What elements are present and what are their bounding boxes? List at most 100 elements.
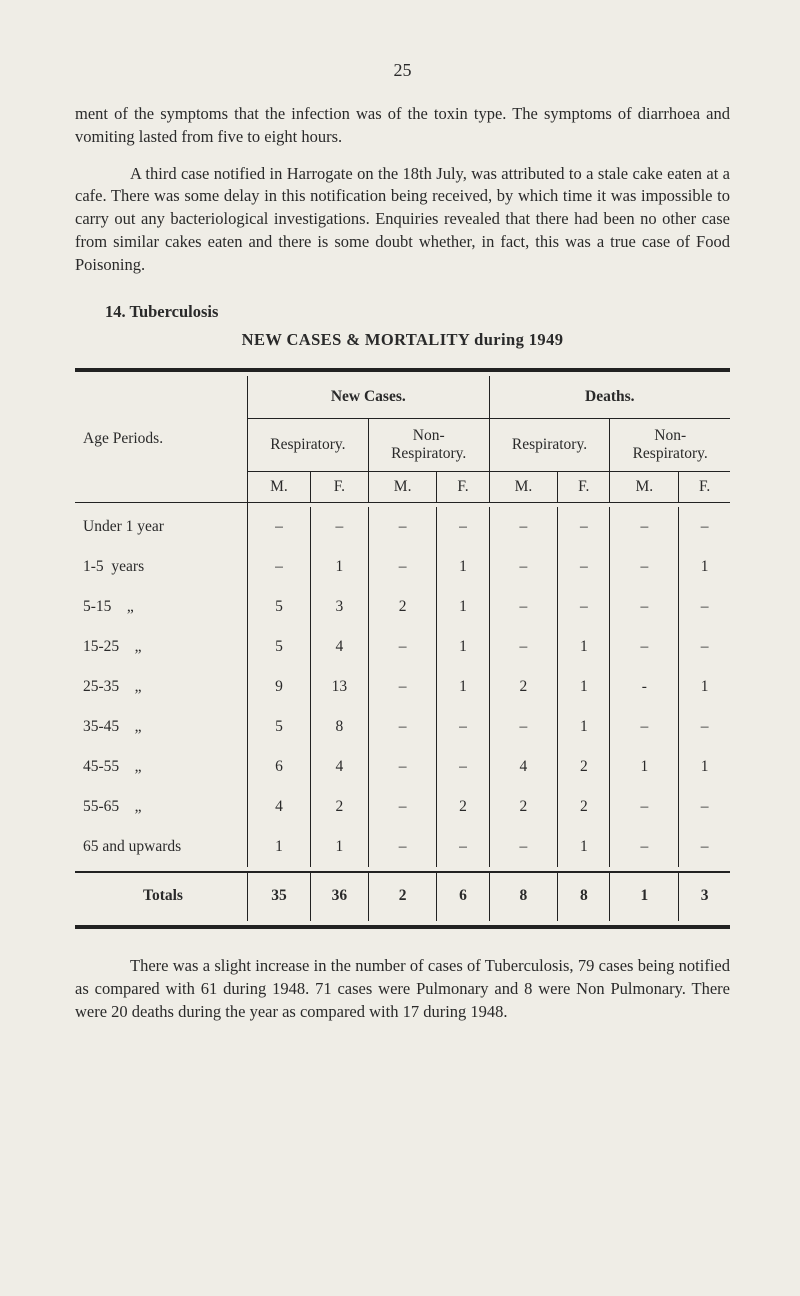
group-head-new-cases: New Cases. — [248, 376, 490, 419]
data-cell: 2 — [558, 787, 610, 827]
totals-cell: 35 — [248, 872, 311, 921]
table-title: NEW CASES & MORTALITY during 1949 — [75, 330, 730, 350]
data-cell: – — [489, 707, 558, 747]
data-cell: 1 — [437, 547, 489, 587]
data-cell: – — [437, 827, 489, 867]
data-cell: – — [558, 547, 610, 587]
data-cell: 2 — [558, 747, 610, 787]
data-cell: 5 — [248, 707, 311, 747]
data-cell: – — [610, 547, 679, 587]
data-cell: – — [248, 547, 311, 587]
table-row: 45-55 „64––4211 — [75, 747, 730, 787]
totals-cell: 36 — [310, 872, 368, 921]
data-cell: – — [368, 507, 437, 547]
data-cell: – — [437, 707, 489, 747]
data-cell: 2 — [368, 587, 437, 627]
data-cell: – — [610, 507, 679, 547]
data-cell: 1 — [437, 587, 489, 627]
data-cell: – — [679, 707, 730, 747]
data-cell: – — [679, 507, 730, 547]
totals-row: Totals 35 36 2 6 8 8 1 3 — [75, 872, 730, 921]
age-cell: 15-25 „ — [75, 627, 248, 667]
table-group-header-row: Age Periods. New Cases. Deaths. — [75, 376, 730, 419]
data-cell: - — [610, 667, 679, 707]
group-head-deaths: Deaths. — [489, 376, 730, 419]
data-cell: – — [248, 507, 311, 547]
age-cell: 25-35 „ — [75, 667, 248, 707]
mf-head: F. — [310, 472, 368, 503]
data-cell: – — [610, 707, 679, 747]
data-cell: – — [368, 707, 437, 747]
data-cell: 1 — [679, 747, 730, 787]
data-cell: – — [558, 507, 610, 547]
mf-head: F. — [437, 472, 489, 503]
data-cell: 9 — [248, 667, 311, 707]
data-cell: – — [368, 667, 437, 707]
data-cell: – — [489, 507, 558, 547]
mf-head: F. — [558, 472, 610, 503]
data-cell: 3 — [310, 587, 368, 627]
age-cell: 65 and upwards — [75, 827, 248, 867]
data-cell: 2 — [489, 667, 558, 707]
table-row: 1-5 years–1–1–––1 — [75, 547, 730, 587]
page: 25 ment of the symptoms that the infecti… — [0, 0, 800, 1296]
data-cell: 1 — [558, 627, 610, 667]
age-cell: 35-45 „ — [75, 707, 248, 747]
data-cell: – — [679, 827, 730, 867]
data-cell: – — [610, 627, 679, 667]
data-cell: – — [368, 547, 437, 587]
mf-head: M. — [610, 472, 679, 503]
data-cell: 4 — [248, 787, 311, 827]
data-cell: 5 — [248, 587, 311, 627]
data-cell: – — [437, 747, 489, 787]
table-row: 55-65 „42–222–– — [75, 787, 730, 827]
data-cell: – — [679, 627, 730, 667]
section-heading-text: 14. Tuberculosis — [105, 302, 218, 321]
totals-label: Totals — [75, 872, 248, 921]
table-row: 5-15 „5321–––– — [75, 587, 730, 627]
data-cell: 4 — [489, 747, 558, 787]
data-cell: – — [368, 627, 437, 667]
data-cell: 6 — [248, 747, 311, 787]
data-cell: – — [610, 787, 679, 827]
col-head-d-nonresp: Non- Respiratory. — [610, 419, 730, 472]
data-cell: – — [679, 787, 730, 827]
age-cell: 45-55 „ — [75, 747, 248, 787]
col-head-nc-nonresp: Non- Respiratory. — [368, 419, 489, 472]
section-heading: 14. Tuberculosis — [105, 302, 730, 322]
mf-head: F. — [679, 472, 730, 503]
table-row: 35-45 „58–––1–– — [75, 707, 730, 747]
table-row: 65 and upwards11–––1–– — [75, 827, 730, 867]
table-row: 15-25 „54–1–1–– — [75, 627, 730, 667]
col-head-d-resp: Respiratory. — [489, 419, 610, 472]
age-cell: 5-15 „ — [75, 587, 248, 627]
totals-cell: 8 — [489, 872, 558, 921]
col-head-age: Age Periods. — [75, 376, 248, 503]
concluding-paragraph: There was a slight increase in the numbe… — [75, 955, 730, 1023]
data-cell: – — [437, 507, 489, 547]
data-cell: 1 — [248, 827, 311, 867]
data-cell: – — [610, 587, 679, 627]
data-cell: – — [489, 587, 558, 627]
totals-cell: 3 — [679, 872, 730, 921]
data-cell: 1 — [558, 707, 610, 747]
totals-cell: 6 — [437, 872, 489, 921]
mf-head: M. — [489, 472, 558, 503]
totals-cell: 1 — [610, 872, 679, 921]
age-cell: 55-65 „ — [75, 787, 248, 827]
data-cell: 2 — [310, 787, 368, 827]
data-cell: 1 — [558, 667, 610, 707]
table-row: Under 1 year–––––––– — [75, 507, 730, 547]
data-cell: 1 — [310, 547, 368, 587]
data-cell: 1 — [610, 747, 679, 787]
data-cell: 5 — [248, 627, 311, 667]
col-head-nc-resp: Respiratory. — [248, 419, 369, 472]
table-row: 25-35 „913–121-1 — [75, 667, 730, 707]
paragraph-2: A third case notified in Harrogate on th… — [75, 163, 730, 277]
data-cell: – — [368, 827, 437, 867]
data-cell: – — [368, 787, 437, 827]
data-cell: 1 — [558, 827, 610, 867]
data-cell: – — [310, 507, 368, 547]
data-cell: – — [610, 827, 679, 867]
mf-head: M. — [368, 472, 437, 503]
